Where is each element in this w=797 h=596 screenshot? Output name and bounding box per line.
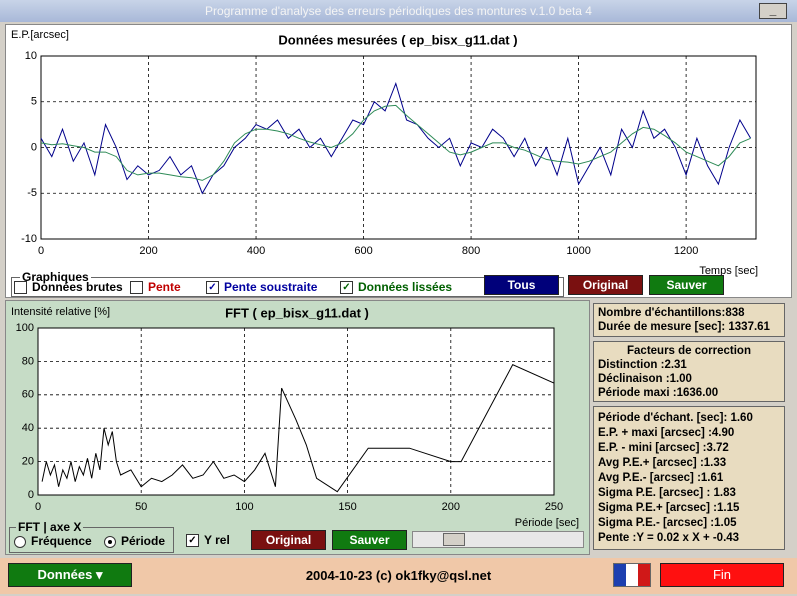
scroll-thumb[interactable] [443,533,465,546]
button-all[interactable]: Tous [484,275,559,295]
data-line [40,81,752,195]
x-tick-label: 200 [139,245,157,257]
opt-label: Données brutes [32,280,123,294]
chart-title: FFT ( ep_bisx_g11.dat ) [225,305,369,320]
stat-line: Sigma P.E. [arcsec] : 1.83 [598,487,736,499]
y-tick-label: -10 [21,233,37,245]
data-line [40,104,751,181]
radio[interactable] [104,535,116,548]
x-tick-label: 600 [354,245,372,257]
y-tick-label: 0 [31,141,37,153]
y-axis-label: Intensité relative [%] [11,306,110,318]
correction-box: Facteurs de correction Distinction :2.31… [593,341,785,402]
y-tick-label: 60 [22,389,34,401]
y-tick-label: 100 [16,322,34,334]
y-tick-label: 40 [22,422,34,434]
opt-detrend[interactable]: ✓ Pente soustraite [206,280,318,295]
y-axis-label: E.P.[arcsec] [11,29,69,41]
menu-label: Données [37,567,93,582]
opt-smooth[interactable]: ✓ Données lissées [340,280,453,295]
data-line [41,364,555,493]
opt-label: Pente soustraite [224,280,318,294]
radio[interactable] [14,535,26,548]
group-label: Graphiques [20,270,91,284]
button-save[interactable]: Sauver [649,275,724,295]
stat-line: E.P. - mini [arcsec] :3.72 [598,442,729,454]
opt-label: Pente [148,280,181,294]
x-axis-label: Période [sec] [515,517,579,529]
button-original[interactable]: Original [568,275,643,295]
y-tick-label: 5 [31,96,37,108]
y-rel[interactable]: ✓ Y rel [186,533,230,548]
radio-frequency[interactable]: Fréquence [14,534,92,548]
y-tick-label: 80 [22,355,34,367]
button-save[interactable]: Sauver [332,530,407,550]
y-tick-label: -5 [27,187,37,199]
exit-button[interactable]: Fin [660,563,784,587]
stat-line: Avg P.E.+ [arcsec] :1.33 [598,457,727,469]
y-tick-label: 20 [22,456,34,468]
opt-slope[interactable]: Pente [130,280,181,295]
fft-axis-group: FFT | axe X [9,520,174,553]
flag[interactable] [613,563,651,587]
x-tick-label: 200 [442,501,460,513]
stat-line: Sigma P.E.+ [arcsec] :1.15 [598,502,740,514]
menu-button[interactable]: Données ▾ [8,563,132,587]
info-line: Durée de mesure [sec]: 1337.61 [598,321,770,333]
checkbox[interactable] [14,281,27,295]
x-tick-label: 250 [545,501,563,513]
opt-raw[interactable]: Données brutes [14,280,123,295]
chart-title: Données mesurées ( ep_bisx_g11.dat ) [278,32,517,47]
minimize-button[interactable]: _ [759,3,787,19]
x-axis-label: Temps [sec] [699,265,758,277]
x-tick-label: 1200 [674,245,698,257]
plot-area [37,327,555,496]
checkbox[interactable] [130,281,143,295]
group-label: FFT | axe X [16,520,84,534]
correction-line: Distinction :2.31 [598,359,687,371]
credit: 2004-10-23 (c) ok1fky@qsl.net [305,568,492,583]
radio-label: Période [121,534,166,548]
measured-chart: Données mesurées ( ep_bisx_g11.dat ) E.P.… [11,29,758,277]
y-tick-label: 10 [25,50,37,62]
x-tick-label: 800 [462,245,480,257]
x-tick-label: 100 [235,501,253,513]
fft-panel: FFT ( ep_bisx_g11.dat ) Intensité relativ… [5,300,590,555]
title-bar: Programme d'analyse des erreurs périodiq… [0,0,797,22]
x-tick-label: 0 [38,245,44,257]
x-tick-label: 50 [135,501,147,513]
x-tick-label: 0 [35,501,41,513]
window-title: Programme d'analyse des erreurs périodiq… [205,4,592,18]
correction-line: Déclinaison :1.00 [598,373,692,385]
stat-line: Sigma P.E.- [arcsec] :1.05 [598,517,737,529]
checkbox[interactable]: ✓ [206,281,219,295]
x-tick-label: 150 [338,501,356,513]
info-box: Nombre d'échantillons:838 Durée de mesur… [593,303,785,337]
graphiques-group: Graphiques [11,270,564,297]
stats-box: Période d'échant. [sec]: 1.60 E.P. + maxi… [593,406,785,550]
checkbox[interactable]: ✓ [340,281,353,295]
x-tick-label: 1000 [566,245,590,257]
correction-line: Période maxi :1636.00 [598,387,719,399]
y-tick-label: 0 [28,489,34,501]
x-tick-label: 400 [247,245,265,257]
radio-label: Fréquence [31,534,92,548]
stat-line: Avg P.E.- [arcsec] :1.61 [598,472,724,484]
yrel-label: Y rel [204,533,230,547]
info-line: Nombre d'échantillons:838 [598,307,745,319]
stat-line: Période d'échant. [sec]: 1.60 [598,412,753,424]
opt-label: Données lissées [358,280,453,294]
checkbox[interactable]: ✓ [186,534,199,548]
radio-period[interactable]: Période [104,534,165,548]
stat-line: E.P. + maxi [arcsec] :4.90 [598,427,735,439]
correction-title: Facteurs de correction [627,345,751,357]
measured-panel: Données mesurées ( ep_bisx_g11.dat ) E.P.… [5,24,792,298]
button-original[interactable]: Original [251,530,326,550]
scrollbar[interactable] [412,531,584,548]
fft-chart: FFT ( ep_bisx_g11.dat ) Intensité relativ… [11,305,579,529]
stat-line: Pente :Y = 0.02 x X + -0.43 [598,532,740,544]
